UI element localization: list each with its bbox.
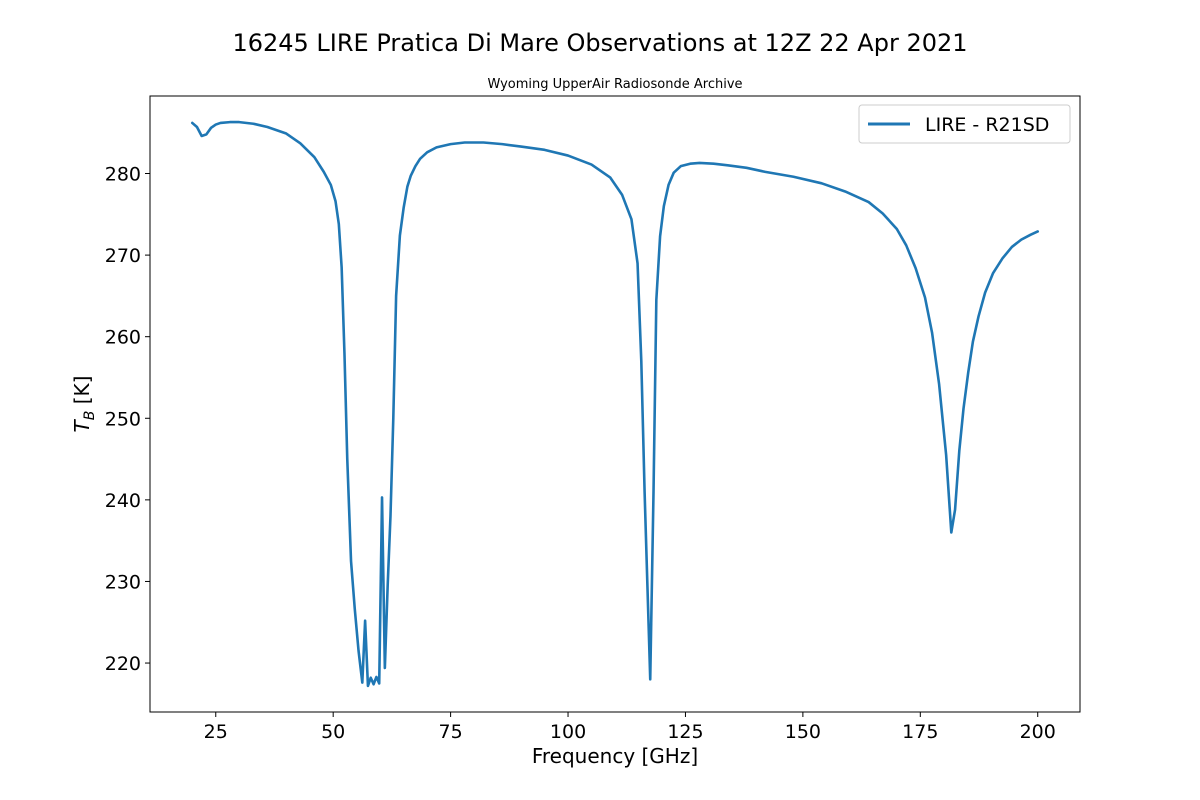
- y-axis-label: TB [K]: [70, 376, 98, 433]
- series-layer: [190, 120, 1040, 688]
- y-axis: 220 230 240 250 260 270 280: [105, 164, 150, 675]
- legend-box: [858, 104, 1071, 144]
- y-tick-label: 270: [105, 245, 141, 267]
- x-axis-label: Frequency [GHz]: [532, 744, 698, 768]
- plot-frame: [149, 95, 1081, 713]
- y-tick-label: 240: [105, 490, 141, 512]
- y-tick-label: 220: [105, 653, 141, 675]
- chart-title: 16245 LIRE Pratica Di Mare Observations …: [232, 29, 967, 57]
- x-tick-label: 150: [785, 721, 821, 743]
- y-tick-label: 280: [105, 164, 141, 186]
- x-tick-label: 125: [667, 721, 703, 743]
- x-tick-label: 175: [902, 721, 938, 743]
- y-tick-label: 250: [105, 408, 141, 430]
- x-tick-label: 25: [204, 721, 228, 743]
- legend-label: LIRE - R21SD: [925, 114, 1049, 136]
- y-tick-label: 230: [105, 571, 141, 593]
- legend: LIRE - R21SD: [858, 104, 1071, 144]
- x-tick-label: 100: [550, 721, 586, 743]
- x-tick-label: 75: [439, 721, 463, 743]
- x-tick-label: 200: [1020, 721, 1056, 743]
- plot-area: 25 50 75 100 125 150 175 200 220 230 240 250 260 270…: [105, 95, 1081, 743]
- y-axis-label-symbol: T: [70, 418, 94, 432]
- x-tick-label: 50: [321, 721, 345, 743]
- y-tick-label: 260: [105, 327, 141, 349]
- x-axis: 25 50 75 100 125 150 175 200: [204, 712, 1056, 743]
- series-line-0: [190, 120, 1040, 688]
- y-axis-label-subscript: B: [82, 411, 98, 421]
- y-axis-label-unit: [K]: [70, 376, 94, 411]
- chart-subtitle: Wyoming UpperAir Radiosonde Archive: [487, 77, 742, 92]
